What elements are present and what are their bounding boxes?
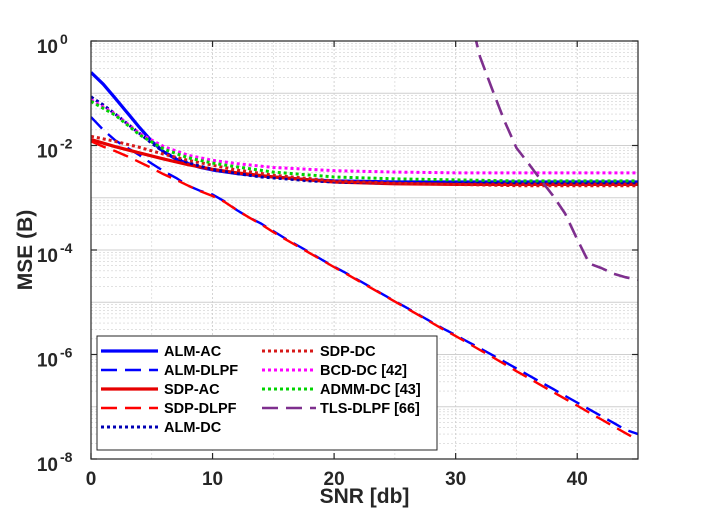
legend-entry-sdp-ac: SDP-AC	[101, 382, 220, 398]
legend-entry-bcd-dc-42: BCD-DC [42]	[262, 363, 407, 379]
x-axis-title: SNR [db]	[320, 485, 410, 508]
y-tick-label-base: 10	[37, 246, 58, 267]
y-tick-label: 10 -6	[37, 345, 73, 372]
y-tick-label-exponent: 0	[60, 31, 68, 47]
y-tick-label-exponent: -4	[60, 240, 73, 256]
series-line-sdp-dc	[91, 134, 638, 188]
y-tick-label: 10 -4	[37, 240, 73, 267]
legend-box	[96, 335, 438, 451]
legend-entry-tls-dlpf-66: TLS-DLPF [66]	[262, 401, 420, 417]
legend: ALM-AC ALM-DLPF SDP-AC SDP-DLPF ALM-DC SDP-DC…	[96, 335, 438, 451]
legend-label: BCD-DC [42]	[320, 363, 407, 379]
legend-entry-alm-ac: ALM-AC	[101, 344, 222, 360]
x-tick-label: 30	[445, 469, 466, 490]
legend-label: SDP-AC	[164, 382, 220, 398]
series-line-admm-dc-43	[91, 100, 638, 183]
x-tick-label: 0	[86, 469, 97, 490]
legend-label: TLS-DLPF [66]	[320, 401, 420, 417]
series-layer	[91, 41, 638, 442]
series-line-tls-dlpf-66	[474, 41, 638, 281]
y-tick-label-base: 10	[37, 37, 58, 58]
y-tick-label-base: 10	[37, 455, 58, 476]
legend-entry-sdp-dlpf: SDP-DLPF	[101, 401, 237, 417]
series-line-sdp-dlpf	[91, 140, 638, 442]
y-tick-label: 10 -2	[37, 136, 73, 163]
series-line-bcd-dc-42	[91, 98, 638, 175]
y-tick-label-exponent: -6	[60, 345, 73, 361]
legend-label: ALM-AC	[164, 344, 222, 360]
legend-label: SDP-DLPF	[164, 401, 237, 417]
x-tick-label: 20	[324, 469, 345, 490]
legend-entry-sdp-dc: SDP-DC	[262, 344, 376, 360]
legend-label: ADMM-DC [43]	[320, 382, 421, 398]
y-tick-label-exponent: -8	[60, 449, 73, 465]
y-tick-label-base: 10	[37, 142, 58, 163]
x-tick-label: 10	[202, 469, 223, 490]
legend-entry-alm-dlpf: ALM-DLPF	[101, 363, 238, 379]
legend-entry-admm-dc-43: ADMM-DC [43]	[262, 382, 421, 398]
legend-label: ALM-DLPF	[164, 363, 238, 379]
x-tick-label: 40	[567, 469, 588, 490]
series-line-alm-dlpf	[91, 116, 638, 436]
legend-label: ALM-DC	[164, 420, 222, 436]
x-tick-labels: 0 10 20 30 40	[86, 469, 588, 490]
y-tick-label: 10 -8	[37, 449, 73, 476]
legend-entry-alm-dc: ALM-DC	[101, 420, 222, 436]
y-tick-label: 10 0	[37, 31, 68, 58]
y-tick-label-exponent: -2	[60, 136, 73, 152]
y-axis-title: MSE (B)	[14, 210, 37, 291]
axis-ticks	[90, 40, 638, 460]
legend-label: SDP-DC	[320, 344, 376, 360]
y-tick-label-base: 10	[37, 351, 58, 372]
